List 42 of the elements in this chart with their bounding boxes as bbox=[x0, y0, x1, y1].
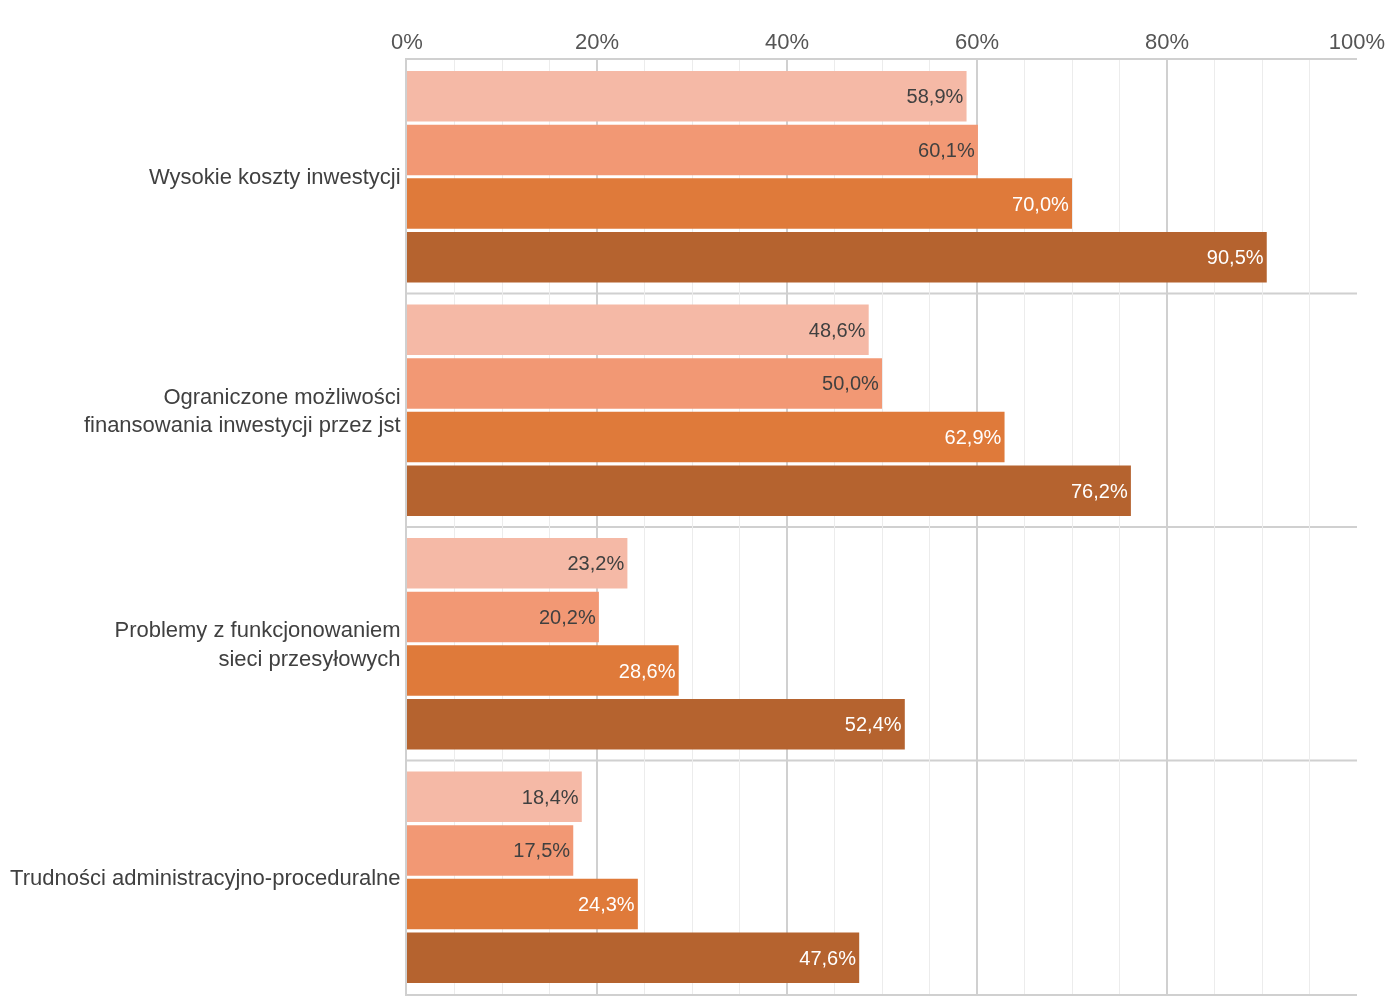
x-tick-label: 0% bbox=[391, 29, 423, 55]
data-label: 48,6% bbox=[808, 318, 866, 341]
data-label: 24,3% bbox=[577, 893, 635, 916]
bar bbox=[407, 124, 978, 176]
data-label: 50,0% bbox=[822, 372, 879, 395]
bar bbox=[407, 771, 582, 822]
data-label: 52,4% bbox=[844, 713, 902, 736]
data-label: 28,6% bbox=[618, 659, 676, 682]
y-tick-label: Ograniczone możliwości finansowania inwestycji przez jst bbox=[83, 383, 401, 438]
bar bbox=[407, 411, 1005, 463]
x-tick-label: 100% bbox=[1328, 29, 1386, 55]
data-label: 58,9% bbox=[906, 85, 964, 108]
bar bbox=[407, 537, 628, 589]
bar bbox=[407, 932, 860, 984]
data-label: 47,6% bbox=[799, 946, 857, 969]
x-tick-label: 20% bbox=[574, 29, 620, 55]
data-label: 90,5% bbox=[1206, 246, 1264, 269]
bar bbox=[407, 304, 869, 355]
y-tick-label: Problemy z funkcjonowaniem sieci przesyłowych bbox=[114, 617, 401, 671]
bar bbox=[407, 232, 1267, 283]
y-tick-label: Wysokie koszty inwestycji bbox=[148, 164, 401, 190]
bar bbox=[407, 591, 599, 643]
bar bbox=[407, 358, 882, 409]
y-tick-label: Trudności administracyjno-proceduralne bbox=[10, 864, 401, 890]
data-label: 62,9% bbox=[944, 426, 1002, 449]
bar bbox=[407, 878, 638, 930]
bar bbox=[407, 699, 905, 750]
bar bbox=[407, 70, 967, 122]
x-tick-label: 80% bbox=[1144, 29, 1190, 55]
data-label: 18,4% bbox=[521, 785, 579, 808]
data-label: 70,0% bbox=[1012, 192, 1069, 215]
bar bbox=[407, 645, 679, 696]
data-label: 17,5% bbox=[513, 839, 571, 862]
data-label: 76,2% bbox=[1070, 479, 1128, 502]
data-label: 20,2% bbox=[538, 605, 596, 628]
bar bbox=[407, 825, 574, 876]
data-label: 23,2% bbox=[567, 552, 625, 575]
bar bbox=[407, 465, 1131, 517]
data-label: 60,1% bbox=[918, 138, 975, 161]
bar bbox=[407, 178, 1072, 229]
x-tick-label: 40% bbox=[764, 29, 810, 55]
x-tick-label: 60% bbox=[954, 29, 1000, 55]
